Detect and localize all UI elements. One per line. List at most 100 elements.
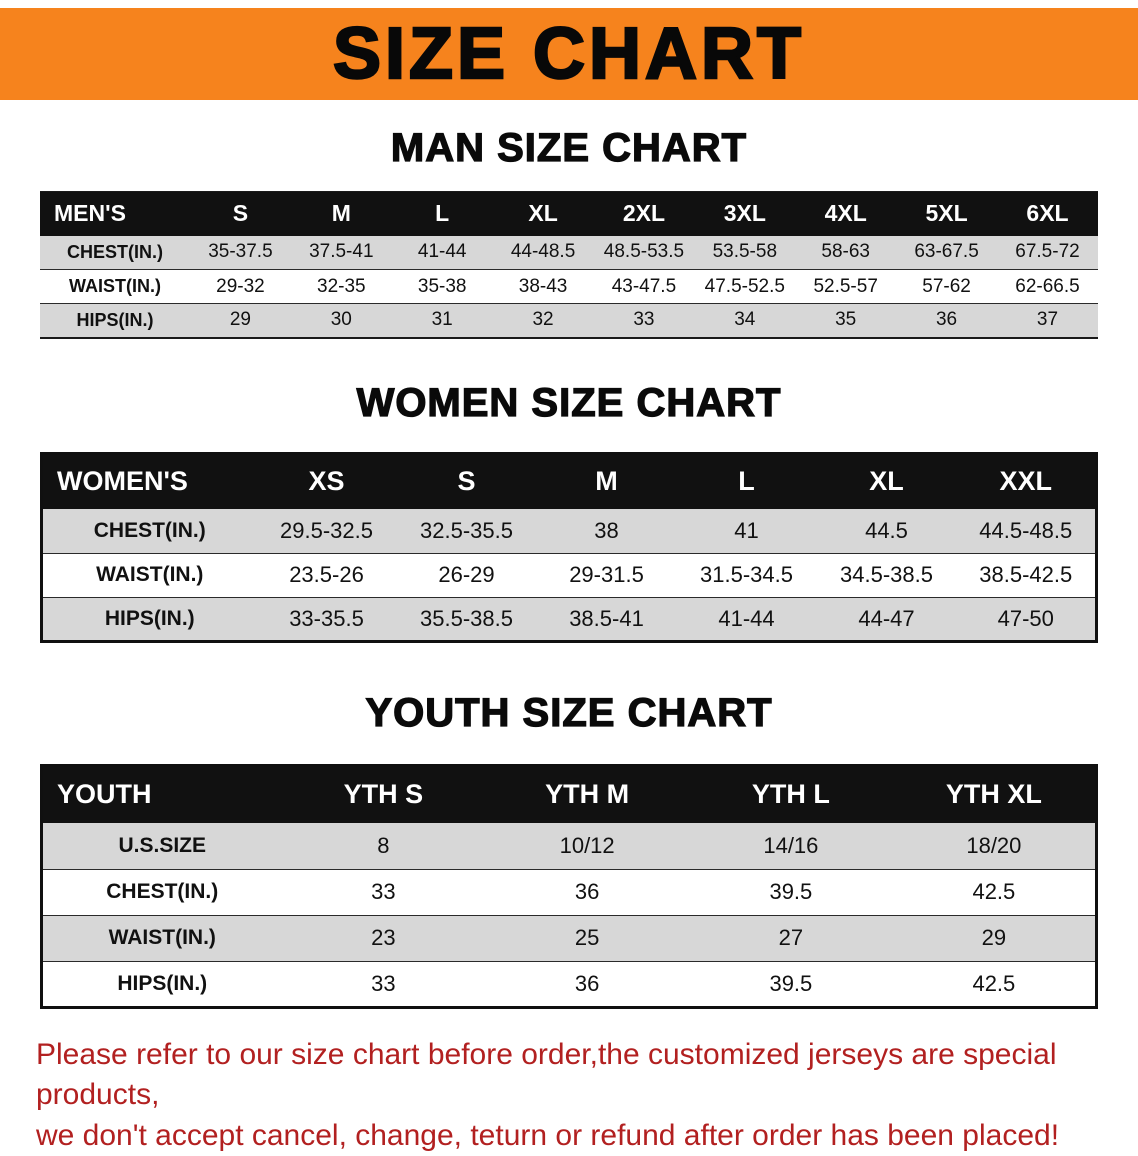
table-cell: 41 [677, 509, 817, 553]
table-cell: 29 [190, 304, 291, 338]
footer-line-2: we don't accept cancel, change, teturn o… [36, 1116, 1108, 1156]
size-column-header: XL [817, 453, 957, 509]
table-cell: 34 [694, 304, 795, 338]
row-label: WAIST(IN.) [40, 270, 190, 304]
table-cell: 35 [795, 304, 896, 338]
table-cell: 47-50 [957, 597, 1097, 641]
table-cell: 30 [291, 304, 392, 338]
table-cell: 44-48.5 [493, 236, 594, 270]
table-cell: 67.5-72 [997, 236, 1098, 270]
row-label: CHEST(IN.) [40, 236, 190, 270]
table-cell: 25 [485, 915, 689, 961]
row-label: CHEST(IN.) [42, 509, 257, 553]
size-column-header: XL [493, 192, 594, 236]
page-title: SIZE CHART [333, 13, 805, 95]
table-cell: 29-32 [190, 270, 291, 304]
table-cell: 10/12 [485, 823, 689, 869]
youth-ussize-row: U.S.SIZE 8 10/12 14/16 18/20 [42, 823, 1097, 869]
row-label: U.S.SIZE [42, 823, 282, 869]
table-cell: 23 [282, 915, 486, 961]
banner: SIZE CHART [0, 8, 1138, 100]
table-cell: 44.5 [817, 509, 957, 553]
table-cell: 35.5-38.5 [397, 597, 537, 641]
table-cell: 42.5 [893, 961, 1097, 1007]
women-header-row: WOMEN'S XS S M L XL XXL [42, 453, 1097, 509]
women-section: WOMEN SIZE CHART WOMEN'S XS S M L XL XXL… [0, 381, 1138, 643]
table-cell: 33 [594, 304, 695, 338]
footer-note: Please refer to our size chart before or… [36, 1035, 1108, 1156]
size-column-header: YTH XL [893, 765, 1097, 823]
table-cell: 58-63 [795, 236, 896, 270]
table-cell: 8 [282, 823, 486, 869]
size-column-header: YTH M [485, 765, 689, 823]
table-cell: 36 [485, 869, 689, 915]
size-column-header: 5XL [896, 192, 997, 236]
table-cell: 37.5-41 [291, 236, 392, 270]
table-cell: 48.5-53.5 [594, 236, 695, 270]
size-column-header: M [291, 192, 392, 236]
women-waist-row: WAIST(IN.) 23.5-26 26-29 29-31.5 31.5-34… [42, 553, 1097, 597]
table-cell: 26-29 [397, 553, 537, 597]
size-column-header: L [677, 453, 817, 509]
table-cell: 41-44 [677, 597, 817, 641]
table-cell: 32 [493, 304, 594, 338]
table-cell: 41-44 [392, 236, 493, 270]
table-cell: 31 [392, 304, 493, 338]
table-cell: 23.5-26 [257, 553, 397, 597]
table-cell: 14/16 [689, 823, 893, 869]
size-column-header: S [397, 453, 537, 509]
table-cell: 38.5-42.5 [957, 553, 1097, 597]
table-cell: 44.5-48.5 [957, 509, 1097, 553]
row-label: HIPS(IN.) [42, 961, 282, 1007]
men-size-table: MEN'S S M L XL 2XL 3XL 4XL 5XL 6XL CHEST… [40, 191, 1098, 339]
size-column-header: XS [257, 453, 397, 509]
size-column-header: 3XL [694, 192, 795, 236]
youth-heading: YOUTH SIZE CHART [0, 691, 1138, 736]
table-cell: 52.5-57 [795, 270, 896, 304]
youth-chest-row: CHEST(IN.) 33 36 39.5 42.5 [42, 869, 1097, 915]
size-column-header: L [392, 192, 493, 236]
men-heading: MAN SIZE CHART [0, 126, 1138, 171]
size-column-header: YTH S [282, 765, 486, 823]
men-section: MAN SIZE CHART MEN'S S M L XL 2XL 3XL 4X… [0, 126, 1138, 339]
table-cell: 35-38 [392, 270, 493, 304]
table-cell: 44-47 [817, 597, 957, 641]
table-cell: 39.5 [689, 869, 893, 915]
size-column-header: XXL [957, 453, 1097, 509]
table-cell: 62-66.5 [997, 270, 1098, 304]
youth-section: YOUTH SIZE CHART YOUTH YTH S YTH M YTH L… [0, 691, 1138, 1009]
table-cell: 35-37.5 [190, 236, 291, 270]
table-cell: 38.5-41 [537, 597, 677, 641]
size-column-header: S [190, 192, 291, 236]
table-cell: 53.5-58 [694, 236, 795, 270]
size-column-header: YTH L [689, 765, 893, 823]
table-cell: 39.5 [689, 961, 893, 1007]
table-cell: 43-47.5 [594, 270, 695, 304]
women-chest-row: CHEST(IN.) 29.5-32.5 32.5-35.5 38 41 44.… [42, 509, 1097, 553]
table-cell: 33 [282, 869, 486, 915]
youth-waist-row: WAIST(IN.) 23 25 27 29 [42, 915, 1097, 961]
table-cell: 32.5-35.5 [397, 509, 537, 553]
women-group-label: WOMEN'S [42, 453, 257, 509]
row-label: WAIST(IN.) [42, 915, 282, 961]
women-size-table: WOMEN'S XS S M L XL XXL CHEST(IN.) 29.5-… [40, 452, 1098, 643]
table-cell: 37 [997, 304, 1098, 338]
row-label: HIPS(IN.) [40, 304, 190, 338]
table-cell: 31.5-34.5 [677, 553, 817, 597]
youth-size-table: YOUTH YTH S YTH M YTH L YTH XL U.S.SIZE … [40, 764, 1098, 1009]
men-hips-row: HIPS(IN.) 29 30 31 32 33 34 35 36 37 [40, 304, 1098, 338]
table-cell: 34.5-38.5 [817, 553, 957, 597]
youth-header-row: YOUTH YTH S YTH M YTH L YTH XL [42, 765, 1097, 823]
table-cell: 27 [689, 915, 893, 961]
size-chart-page: SIZE CHART MAN SIZE CHART MEN'S S M L XL… [0, 8, 1138, 1156]
table-cell: 29-31.5 [537, 553, 677, 597]
table-cell: 36 [485, 961, 689, 1007]
footer-line-1: Please refer to our size chart before or… [36, 1035, 1108, 1116]
table-cell: 36 [896, 304, 997, 338]
men-chest-row: CHEST(IN.) 35-37.5 37.5-41 41-44 44-48.5… [40, 236, 1098, 270]
row-label: HIPS(IN.) [42, 597, 257, 641]
row-label: CHEST(IN.) [42, 869, 282, 915]
size-column-header: 4XL [795, 192, 896, 236]
women-heading: WOMEN SIZE CHART [0, 381, 1138, 426]
size-column-header: 2XL [594, 192, 695, 236]
